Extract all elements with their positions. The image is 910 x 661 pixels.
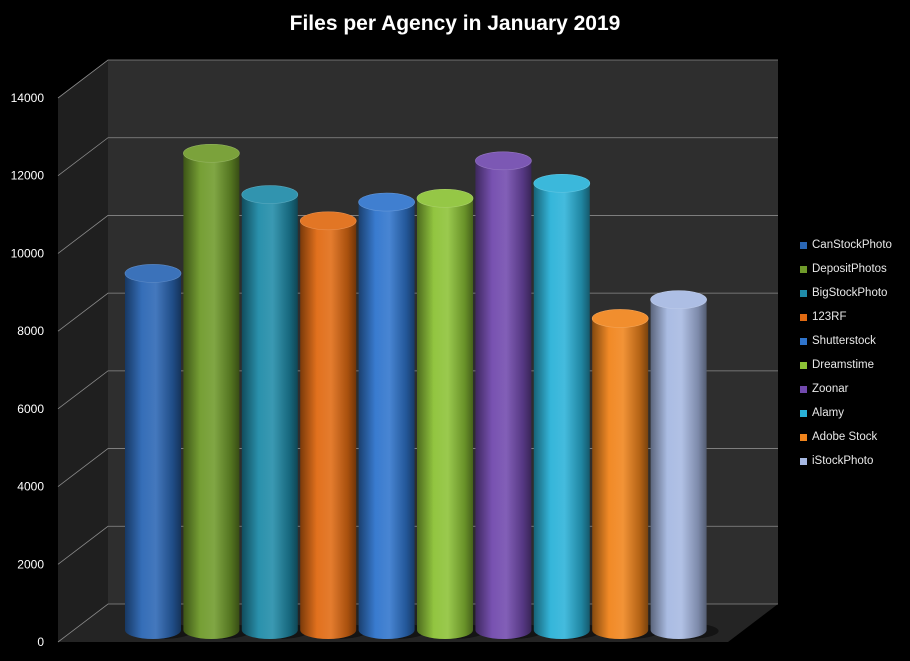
bar-body — [475, 160, 532, 640]
bar-istockphoto — [650, 290, 719, 639]
legend-swatch — [800, 361, 807, 369]
gridline — [57, 137, 778, 177]
bar-bigstockphoto — [241, 185, 310, 639]
bar-shutterstock — [358, 192, 427, 639]
legend-swatch — [800, 385, 807, 393]
legend-label: Zoonar — [812, 383, 849, 395]
bar-top — [124, 264, 182, 283]
legend-item: Alamy — [800, 401, 908, 425]
legend-swatch — [800, 433, 807, 441]
bar-canstockphoto — [124, 264, 193, 639]
bar-top — [475, 151, 532, 171]
bar-depositphotos — [183, 143, 252, 640]
bar-body — [300, 220, 357, 639]
y-tick-label: 10000 — [11, 246, 45, 260]
legend-label: DepositPhotos — [812, 263, 887, 275]
bar-body — [417, 198, 473, 639]
bar-body — [125, 273, 181, 639]
legend-label: Shutterstock — [812, 335, 876, 347]
y-tick-label: 0 — [37, 635, 44, 649]
bars — [124, 143, 719, 640]
y-tick-label: 6000 — [17, 402, 44, 416]
legend-swatch — [800, 337, 807, 345]
bar-top — [241, 185, 299, 204]
bar-123rf — [299, 211, 369, 639]
legend-label: Alamy — [812, 407, 844, 419]
bar-top — [533, 174, 591, 193]
bar-dreamstime — [416, 189, 485, 639]
bar-body — [358, 202, 415, 639]
legend-item: 123RF — [800, 305, 908, 329]
y-tick-label: 4000 — [17, 480, 44, 494]
y-axis-tick-labels: 0 2000 4000 6000 8000 10000 12000 14000 — [11, 91, 45, 649]
legend-item: Zoonar — [800, 377, 908, 401]
bar-zoonar — [475, 151, 544, 640]
bar-body — [241, 194, 298, 639]
legend-label: Adobe Stock — [812, 431, 878, 443]
legend-item: CanStockPhoto — [800, 233, 908, 257]
legend-swatch — [800, 457, 807, 465]
chart-title: Files per Agency in January 2019 — [289, 12, 621, 35]
bar-alamy — [533, 174, 602, 639]
legend-item: DepositPhotos — [800, 257, 908, 281]
legend-item: Dreamstime — [800, 353, 908, 377]
bar-adobe-stock — [591, 309, 661, 639]
legend-label: CanStockPhoto — [812, 239, 892, 251]
bar-top — [358, 192, 415, 212]
y-tick-label: 8000 — [17, 324, 44, 338]
bar-body — [533, 183, 590, 639]
legend-label: BigStockPhoto — [812, 287, 888, 299]
y-tick-label: 2000 — [17, 557, 44, 571]
legend: CanStockPhoto DepositPhotos BigStockPhoto 1… — [800, 233, 908, 473]
legend-swatch — [800, 313, 807, 321]
legend-swatch — [800, 289, 807, 297]
legend-item: iStockPhoto — [800, 449, 908, 473]
legend-swatch — [800, 409, 807, 417]
legend-label: 123RF — [812, 311, 847, 323]
gridline — [57, 59, 778, 99]
bar-body — [650, 299, 707, 639]
y-tick-label: 14000 — [11, 91, 45, 105]
legend-swatch — [800, 241, 807, 249]
legend-item: Adobe Stock — [800, 425, 908, 449]
legend-label: iStockPhoto — [812, 455, 874, 467]
legend-swatch — [800, 265, 807, 273]
legend-item: Shutterstock — [800, 329, 908, 353]
bar-top — [183, 143, 240, 163]
legend-label: Dreamstime — [812, 359, 874, 371]
y-tick-label: 12000 — [11, 169, 45, 183]
bar-top — [650, 290, 707, 309]
bar-top — [416, 189, 474, 208]
legend-item: BigStockPhoto — [800, 281, 908, 305]
bar-body — [592, 318, 649, 639]
bar-body — [183, 153, 240, 640]
side-wall — [58, 60, 108, 642]
bar-top — [591, 309, 649, 328]
bar-top — [299, 211, 357, 231]
